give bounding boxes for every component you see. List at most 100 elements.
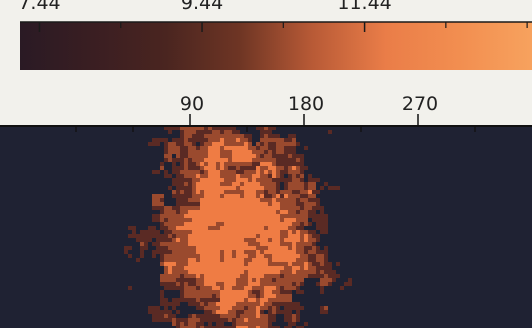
heatmap-cell <box>204 130 208 134</box>
heatmap-cell <box>308 258 312 262</box>
heatmap-cell <box>280 250 284 254</box>
heatmap-cell <box>192 290 196 294</box>
heatmap-cell <box>184 278 188 282</box>
heatmap-cell <box>236 274 240 278</box>
heatmap-cell <box>212 126 216 130</box>
heatmap-cell <box>188 274 192 278</box>
heatmap-cell <box>284 182 288 186</box>
heatmap-cell <box>320 214 324 218</box>
heatmap-cell <box>196 210 200 214</box>
heatmap-cell <box>232 178 236 182</box>
heatmap-cell <box>212 270 216 274</box>
heatmap-cell <box>264 282 268 286</box>
heatmap-cell <box>200 254 204 258</box>
heatmap-cell <box>256 162 260 166</box>
heatmap-cell <box>180 126 184 130</box>
heatmap-cell <box>132 226 136 230</box>
heatmap-cell <box>268 226 272 230</box>
heatmap-cell <box>216 266 220 270</box>
heatmap-cell <box>180 146 184 150</box>
heatmap-cell <box>272 158 276 162</box>
heatmap-cell <box>348 282 352 286</box>
heatmap-cell <box>248 246 252 250</box>
heatmap-cell <box>320 290 324 294</box>
heatmap-cell <box>224 174 228 178</box>
heatmap-cell <box>180 270 184 274</box>
heatmap-cell <box>276 162 280 166</box>
heatmap-cell <box>160 310 164 314</box>
heatmap-cell <box>260 270 264 274</box>
heatmap-cell <box>176 226 180 230</box>
heatmap-cell <box>268 150 272 154</box>
heatmap-cell <box>288 238 292 242</box>
heatmap-cell <box>188 314 192 318</box>
heatmap-cell <box>172 266 176 270</box>
heatmap-cell <box>328 262 332 266</box>
heatmap-cell <box>276 278 280 282</box>
heatmap-cell <box>260 226 264 230</box>
heatmap-cell <box>256 326 260 328</box>
heatmap-cell <box>240 178 244 182</box>
heatmap-cell <box>264 318 268 322</box>
heatmap-cell <box>308 250 312 254</box>
heatmap-cell <box>236 258 240 262</box>
heatmap-cell <box>308 190 312 194</box>
heatmap-cell <box>284 158 288 162</box>
heatmap-cell <box>184 266 188 270</box>
heatmap-cell <box>264 134 268 138</box>
heatmap-cell <box>184 242 188 246</box>
heatmap-cell <box>268 246 272 250</box>
heatmap-cell <box>284 214 288 218</box>
heatmap-cell <box>276 198 280 202</box>
heatmap-cell <box>300 262 304 266</box>
heatmap-cell <box>296 210 300 214</box>
heatmap-cell <box>212 230 216 234</box>
heatmap-cell <box>284 250 288 254</box>
heatmap-cell <box>256 242 260 246</box>
heatmap-cell <box>272 302 276 306</box>
heatmap-cell <box>236 314 240 318</box>
heatmap-cell <box>288 270 292 274</box>
heatmap-cell <box>268 302 272 306</box>
heatmap-cell <box>200 126 204 130</box>
heatmap-cell <box>212 246 216 250</box>
heatmap-cell <box>232 134 236 138</box>
heatmap-cell <box>268 166 272 170</box>
heatmap-cell <box>296 238 300 242</box>
heatmap-cell <box>208 242 212 246</box>
heatmap-cell <box>288 210 292 214</box>
heatmap-cell <box>216 210 220 214</box>
heatmap-cell <box>172 234 176 238</box>
heatmap-cell <box>188 138 192 142</box>
heatmap-cell <box>232 194 236 198</box>
heatmap-cell <box>316 254 320 258</box>
heatmap-cell <box>292 250 296 254</box>
heatmap-cell <box>312 262 316 266</box>
heatmap-cell <box>228 214 232 218</box>
heatmap-cell <box>196 230 200 234</box>
heatmap-cell <box>204 230 208 234</box>
heatmap-cell <box>224 214 228 218</box>
heatmap-cell <box>220 286 224 290</box>
heatmap-cell <box>264 262 268 266</box>
heatmap-cell <box>188 178 192 182</box>
heatmap-cell <box>228 230 232 234</box>
heatmap-cell <box>188 158 192 162</box>
heatmap-cell <box>164 138 168 142</box>
heatmap-cell <box>216 158 220 162</box>
heatmap-cell <box>232 262 236 266</box>
heatmap-cell <box>196 158 200 162</box>
heatmap-cell <box>176 230 180 234</box>
heatmap-cell <box>236 154 240 158</box>
heatmap-cell <box>192 282 196 286</box>
heatmap-cell <box>268 286 272 290</box>
heatmap-cell <box>240 186 244 190</box>
heatmap-cell <box>284 162 288 166</box>
heatmap-cell <box>196 154 200 158</box>
heatmap-cell <box>204 306 208 310</box>
heatmap-cell <box>232 242 236 246</box>
heatmap-cell <box>284 154 288 158</box>
heatmap-cell <box>184 182 188 186</box>
heatmap-cell <box>244 290 248 294</box>
heatmap-cell <box>208 150 212 154</box>
